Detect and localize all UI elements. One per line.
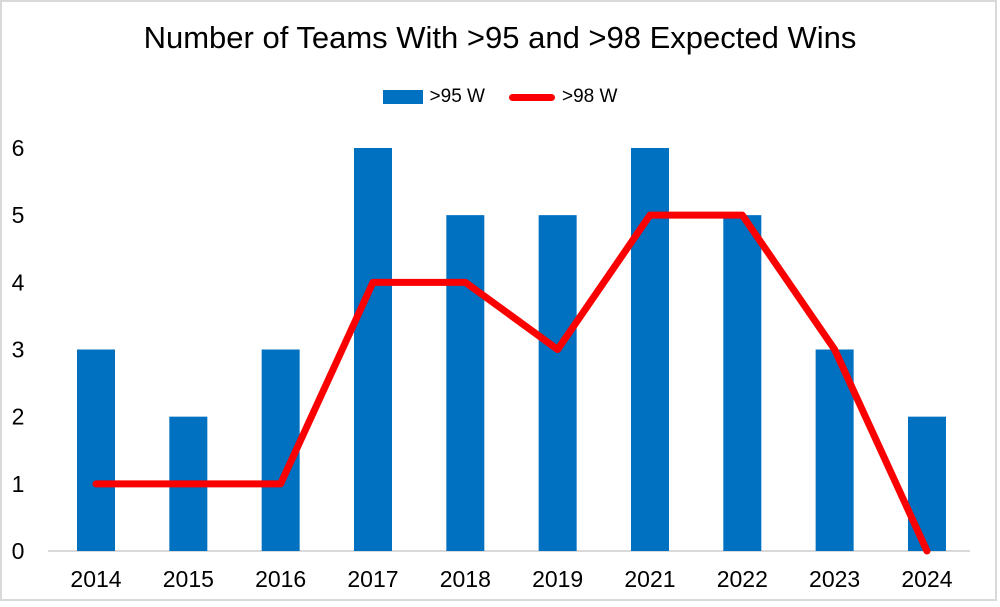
chart-title: Number of Teams With >95 and >98 Expecte… <box>143 20 857 55</box>
x-tick-2017: 2017 <box>347 566 398 592</box>
line-98w <box>92 211 931 555</box>
x-tick-2024: 2024 <box>901 566 952 592</box>
y-tick-2: 2 <box>12 404 25 430</box>
bar-2017 <box>353 147 392 552</box>
y-tick-3: 3 <box>12 336 25 362</box>
legend: >95 W >98 W <box>0 84 1000 110</box>
x-tick-2021: 2021 <box>624 566 675 592</box>
legend-item-98w: >98 W <box>509 86 617 108</box>
y-tick-6: 6 <box>12 135 25 161</box>
legend-label-95w: >95 W <box>429 86 485 107</box>
y-tick-0: 0 <box>12 538 25 564</box>
bar-2014 <box>77 349 115 551</box>
bar-2024 <box>907 416 946 551</box>
bar-2018 <box>446 215 485 551</box>
legend-bar-swatch-icon <box>382 90 423 104</box>
x-tick-2018: 2018 <box>440 566 491 592</box>
x-tick-2016: 2016 <box>255 566 306 592</box>
x-tick-2014: 2014 <box>70 566 121 592</box>
x-tick-2019: 2019 <box>532 566 583 592</box>
bar-2021 <box>630 147 669 552</box>
x-tick-2015: 2015 <box>163 566 214 592</box>
y-tick-5: 5 <box>12 202 25 228</box>
x-tick-2023: 2023 <box>809 566 860 592</box>
y-tick-1: 1 <box>12 471 25 497</box>
legend-label-98w: >98 W <box>562 86 618 107</box>
bar-2019 <box>538 215 577 551</box>
y-tick-4: 4 <box>12 269 25 295</box>
legend-line-swatch-icon <box>509 93 555 101</box>
x-tick-2022: 2022 <box>717 566 768 592</box>
legend-item-95w: >95 W <box>382 86 485 108</box>
bar-2022 <box>723 215 762 551</box>
